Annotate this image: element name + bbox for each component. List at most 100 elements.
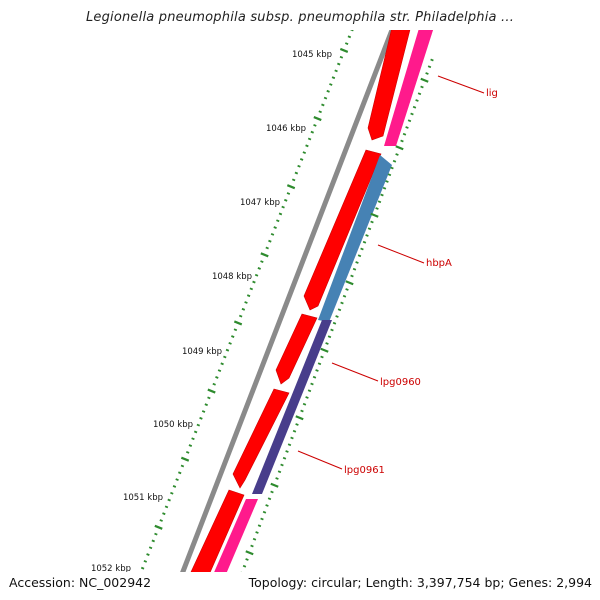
forward-gene-arrow [303,149,382,311]
scale-minor-tick [267,497,272,501]
scale-minor-tick [260,517,264,521]
scale-minor-tick [377,200,382,204]
scale-minor-tick [330,328,334,332]
scale-minor-tick [286,192,291,195]
scale-minor-tick [325,342,329,345]
scale-minor-tick [236,586,239,587]
scale-major-tick [339,47,349,53]
reverse-gene-arrow [214,499,258,572]
scale-minor-tick [321,103,325,107]
leader-line-lpg0961 [297,450,343,470]
scale-minor-ticks [140,30,434,594]
scale-major-tick [345,280,354,286]
scale-minor-tick [362,240,367,244]
scale-minor-tick [307,389,312,393]
scale-minor-tick [191,437,195,441]
scale-minor-tick [310,130,314,134]
forward-gene-arrow [367,30,411,141]
reverse-gene-hbpA [318,155,392,322]
leader-line-lpg0960 [331,362,379,382]
scale-minor-tick [352,267,357,271]
scale-minor-tick [233,328,238,332]
scale-minor-tick [255,531,259,534]
scale-minor-tick [357,254,362,258]
scale-major-tick [270,482,279,488]
scale-minor-tick [327,335,332,339]
scale-major-tick [420,77,429,83]
scale-minor-tick [199,416,203,420]
scale-minor-tick [228,341,232,345]
scale-minor-tick [240,571,242,572]
scale-minor-tick [262,510,267,514]
scale-minor-tick [246,294,251,298]
scale-minor-tick [294,171,299,175]
scale-minor-tick [395,153,399,156]
scale-minor-tick [281,205,285,209]
scale-minor-tick [196,423,201,427]
scale-minor-tick [175,478,179,482]
scale-minor-tick [217,369,222,373]
scale-minor-tick [257,524,262,528]
tick-label-1050: 1050 kbp [153,420,193,430]
scale-minor-tick [315,369,319,372]
scale-minor-tick [241,307,246,311]
scale-minor-tick [305,144,309,148]
scale-minor-tick [350,274,354,278]
scale-minor-tick [320,355,324,359]
scale-minor-tick [380,193,384,197]
scale-major-tick [313,116,322,122]
scale-major-tick [395,145,404,151]
scale-minor-tick [412,105,417,109]
scale-minor-tick [265,246,269,250]
scale-minor-tick [402,132,407,136]
scale-minor-tick [245,558,249,561]
scale-major-tick [286,184,296,190]
scale-minor-tick [326,89,330,93]
scale-minor-tick [291,178,296,182]
scale-minor-tick [162,512,166,516]
scale-major-tick [245,550,254,556]
scale-major-tick [154,524,163,530]
scale-minor-tick [329,83,333,86]
scale-minor-tick [140,566,145,570]
scale-minor-tick [360,247,364,251]
scale-minor-tick [430,58,434,62]
scale-minor-tick [285,450,289,453]
forward-gene-arrow [190,489,245,572]
scale-minor-tick [254,273,259,277]
scale-minor-tick [146,553,150,556]
scale-minor-tick [417,92,422,96]
scale-minor-tick [231,335,235,338]
scale-minor-tick [172,485,177,488]
scale-minor-tick [405,126,409,129]
scale-minor-tick [280,463,284,467]
scale-major-tick [320,347,329,353]
scale-minor-tick [220,362,224,366]
scale-minor-tick [148,546,153,550]
genome-summary-text: Topology: circular; Length: 3,397,754 bp… [248,575,592,590]
scale-minor-tick [268,239,272,243]
scale-minor-tick [154,532,158,536]
scale-minor-tick [212,382,216,386]
scale-minor-tick [265,504,269,507]
scale-minor-tick [317,362,322,366]
scale-minor-tick [257,267,261,270]
scale-minor-tick [355,261,359,264]
scale-minor-tick [392,159,397,163]
scale-minor-tick [233,593,236,594]
scale-minor-tick [223,355,227,359]
scale-minor-tick [318,110,322,114]
gene-label-lig: lig [486,88,498,99]
gene-label-lpg0960: lpg0960 [380,377,421,388]
scale-minor-tick [252,537,257,541]
scale-minor-tick [270,232,275,236]
scale-minor-tick [302,402,307,406]
scale-minor-tick [204,403,208,407]
scale-minor-tick [260,260,264,264]
scale-minor-tick [170,491,174,495]
scale-minor-tick [332,321,337,325]
gene-label-hbpA: hbpA [426,258,452,269]
scale-minor-tick [390,166,394,170]
scale-minor-tick [420,85,424,89]
scale-minor-tick [350,30,354,32]
